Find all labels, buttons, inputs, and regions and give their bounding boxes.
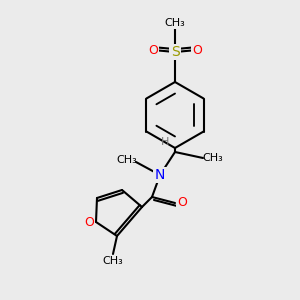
Text: N: N (155, 168, 165, 182)
Text: O: O (84, 215, 94, 229)
Text: CH₃: CH₃ (165, 18, 185, 28)
Text: O: O (192, 44, 202, 56)
Text: CH₃: CH₃ (202, 153, 224, 163)
Text: CH₃: CH₃ (103, 256, 123, 266)
Text: O: O (177, 196, 187, 209)
Text: H: H (161, 137, 169, 147)
Text: CH₃: CH₃ (117, 155, 137, 165)
Text: O: O (148, 44, 158, 56)
Text: S: S (171, 45, 179, 59)
